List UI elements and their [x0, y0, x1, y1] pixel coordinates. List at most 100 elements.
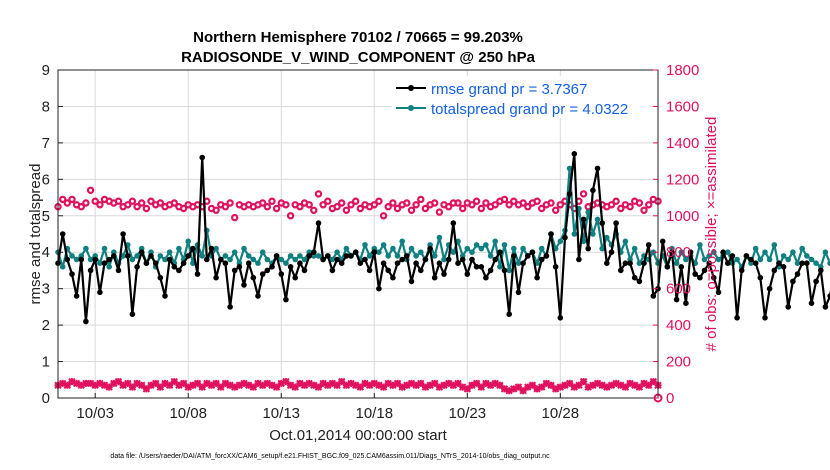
obs-assimilated-point [361, 379, 369, 388]
obs-assimilated-point [598, 381, 606, 389]
x-tick-label: 10/18 [356, 405, 394, 422]
obs-possible-point [459, 204, 467, 213]
obs-possible-point [538, 204, 546, 213]
rmse-point [101, 260, 108, 267]
legend: rmse grand pr = 3.7367 totalspread grand… [392, 76, 650, 118]
x-tick-label: 10/08 [169, 405, 207, 422]
obs-assimilated-point [133, 379, 141, 388]
rmse-point [441, 271, 447, 277]
rmse-point [813, 278, 819, 285]
totalspread-point [678, 249, 685, 255]
obs-assimilated-point [496, 381, 504, 389]
rmse-point [483, 274, 489, 281]
totalspread-point [166, 249, 173, 255]
obs-assimilated-point [175, 381, 183, 389]
obs-assimilated-point [305, 379, 313, 388]
rmse-point [743, 253, 750, 259]
y-right-tick-label: 1000 [666, 208, 699, 225]
rmse-point [343, 253, 350, 259]
obs-possible-point [68, 195, 76, 204]
obs-possible-point [524, 202, 532, 211]
obs-assimilated-point [370, 379, 378, 388]
rmse-point [576, 256, 582, 263]
rmse-point [208, 245, 215, 252]
obs-possible-point [612, 197, 620, 205]
obs-possible-point [170, 199, 178, 207]
rmse-point [664, 264, 671, 270]
obs-assimilated-point [193, 379, 202, 388]
rmse-point [297, 260, 303, 267]
rmse-point [311, 249, 317, 255]
rmse-point [590, 187, 596, 194]
obs-possible-point [435, 208, 444, 216]
totalspread-point [227, 256, 233, 263]
rmse-point [790, 278, 796, 285]
rmse-point [622, 260, 629, 267]
obs-assimilated-point [77, 381, 85, 389]
totalspread-point [631, 245, 638, 252]
y-right-tick-label: 1200 [666, 171, 699, 188]
rmse-point [278, 271, 285, 277]
rmse-point [594, 165, 601, 172]
rmse-point [566, 191, 573, 197]
rmse-point [83, 318, 89, 325]
totalspread-point [585, 209, 591, 215]
rmse-point [64, 256, 71, 263]
rmse-point [818, 267, 824, 274]
obs-possible-point [91, 197, 99, 205]
totalspread-point [501, 242, 508, 248]
rmse-point [525, 253, 531, 259]
totalspread-point [315, 253, 322, 259]
rmse-point [506, 311, 512, 318]
obs-assimilated-point [351, 381, 360, 389]
obs-possible-point [96, 201, 104, 209]
totalspread-point [804, 253, 810, 259]
obs-assimilated-point [621, 383, 630, 391]
x-tick-label: 10/23 [449, 405, 487, 422]
obs-possible-point [626, 202, 634, 211]
totalspread-point [492, 238, 499, 245]
obs-assimilated-point [82, 379, 90, 388]
obs-possible-point [282, 201, 290, 209]
rmse-point [687, 249, 694, 255]
obs-possible-point [179, 204, 188, 213]
rmse-point [259, 271, 266, 277]
obs-possible-point [137, 199, 146, 207]
totalspread-point [69, 253, 75, 259]
rmse-point [669, 249, 675, 255]
rmse-point [366, 267, 373, 274]
obs-possible-point [226, 199, 234, 207]
obs-assimilated-point [393, 379, 402, 388]
totalspread-point [231, 249, 238, 255]
rmse-point [618, 267, 624, 274]
obs-possible-point [370, 201, 378, 209]
totalspread-point [385, 253, 392, 259]
rmse-point [729, 253, 736, 259]
rmse-point [501, 267, 508, 274]
obs-assimilated-point [338, 377, 346, 386]
obs-assimilated-point [640, 379, 648, 388]
obs-possible-point [310, 206, 318, 214]
totalspread-point [683, 256, 689, 263]
obs-possible-point [500, 195, 509, 204]
rmse-point [613, 220, 619, 226]
obs-assimilated-point [258, 381, 267, 389]
obs-assimilated-point [333, 381, 341, 389]
obs-possible-point [635, 199, 644, 207]
rmse-point [92, 256, 98, 263]
obs-assimilated-point [426, 381, 434, 389]
obs-possible-point [352, 197, 360, 205]
x-tick-label: 10/28 [542, 405, 580, 422]
totalspread-point [590, 231, 596, 237]
rmse-point [69, 271, 75, 277]
rmse-point [627, 260, 633, 267]
totalspread-point [483, 242, 489, 248]
obs-possible-point [133, 202, 141, 211]
obs-possible-point [305, 201, 313, 209]
rmse-point [59, 231, 66, 237]
totalspread-point [297, 253, 303, 259]
rmse-point [87, 267, 94, 274]
rmse-point [650, 293, 657, 299]
rmse-point [455, 260, 461, 267]
totalspread-point [706, 253, 712, 259]
